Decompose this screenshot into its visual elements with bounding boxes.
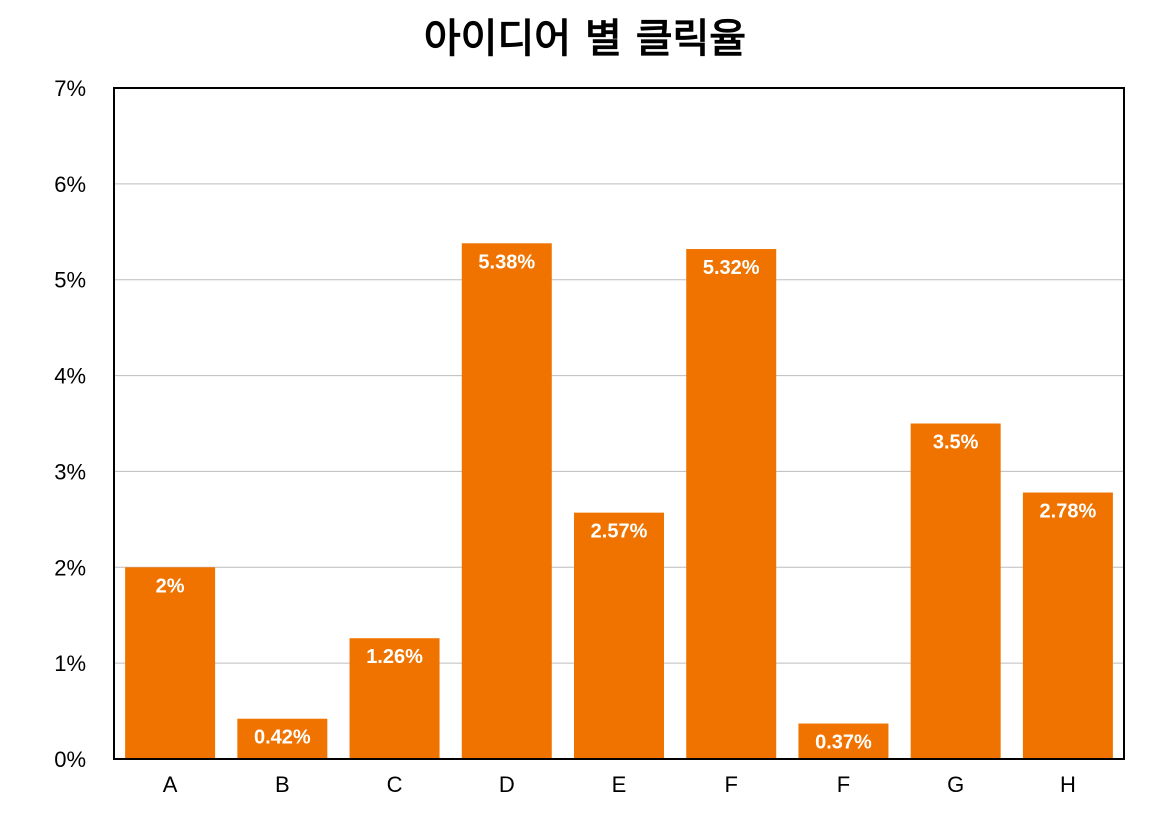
x-tick-label: F xyxy=(837,772,850,797)
y-tick-label: 2% xyxy=(54,555,86,580)
x-tick-label: H xyxy=(1060,772,1076,797)
x-tick-label: G xyxy=(947,772,964,797)
bar-value-label: 2.57% xyxy=(591,521,648,543)
x-tick-label: D xyxy=(499,772,515,797)
bar-value-label: 0.42% xyxy=(254,727,311,749)
x-tick-label: A xyxy=(163,772,178,797)
plot-frame xyxy=(113,87,1125,760)
y-tick-label: 1% xyxy=(54,651,86,676)
bar xyxy=(910,423,1001,759)
y-tick-label: 3% xyxy=(54,459,86,484)
x-tick-label: C xyxy=(387,772,403,797)
bars xyxy=(125,243,1113,760)
bar xyxy=(686,249,777,760)
bar-value-label: 2.78% xyxy=(1040,501,1097,523)
bar xyxy=(461,243,552,759)
bar xyxy=(237,718,328,759)
bar-value-label: 2% xyxy=(156,575,185,597)
bar-value-label: 5.38% xyxy=(478,251,535,273)
y-tick-label: 6% xyxy=(54,172,86,197)
y-tick-label: 5% xyxy=(54,268,86,293)
y-tick-label: 0% xyxy=(54,747,86,772)
x-tick-label: F xyxy=(724,772,737,797)
bar xyxy=(1022,492,1113,759)
bar-value-label: 3.5% xyxy=(933,432,979,454)
bar xyxy=(125,567,216,759)
bar-value-label: 1.26% xyxy=(366,646,423,668)
y-tick-label: 7% xyxy=(54,76,86,101)
bar-value-label: 5.32% xyxy=(703,257,760,279)
x-tick-label: E xyxy=(612,772,627,797)
y-tick-label: 4% xyxy=(54,364,86,389)
chart-title: 아이디어 별 클릭율 xyxy=(423,16,747,62)
bar-value-labels: 2% 0.42% 1.26% 5.38% 2.57% 5.32% 0.37% 3.5% 2.78… xyxy=(156,251,1097,753)
y-axis-ticks: 0% 1% 2% 3% 4% 5% 6% 7% xyxy=(54,76,86,772)
bar xyxy=(349,638,440,759)
x-tick-label: B xyxy=(275,772,290,797)
bar-value-label: 0.37% xyxy=(815,732,872,754)
bar xyxy=(574,512,664,759)
bar xyxy=(798,723,889,759)
